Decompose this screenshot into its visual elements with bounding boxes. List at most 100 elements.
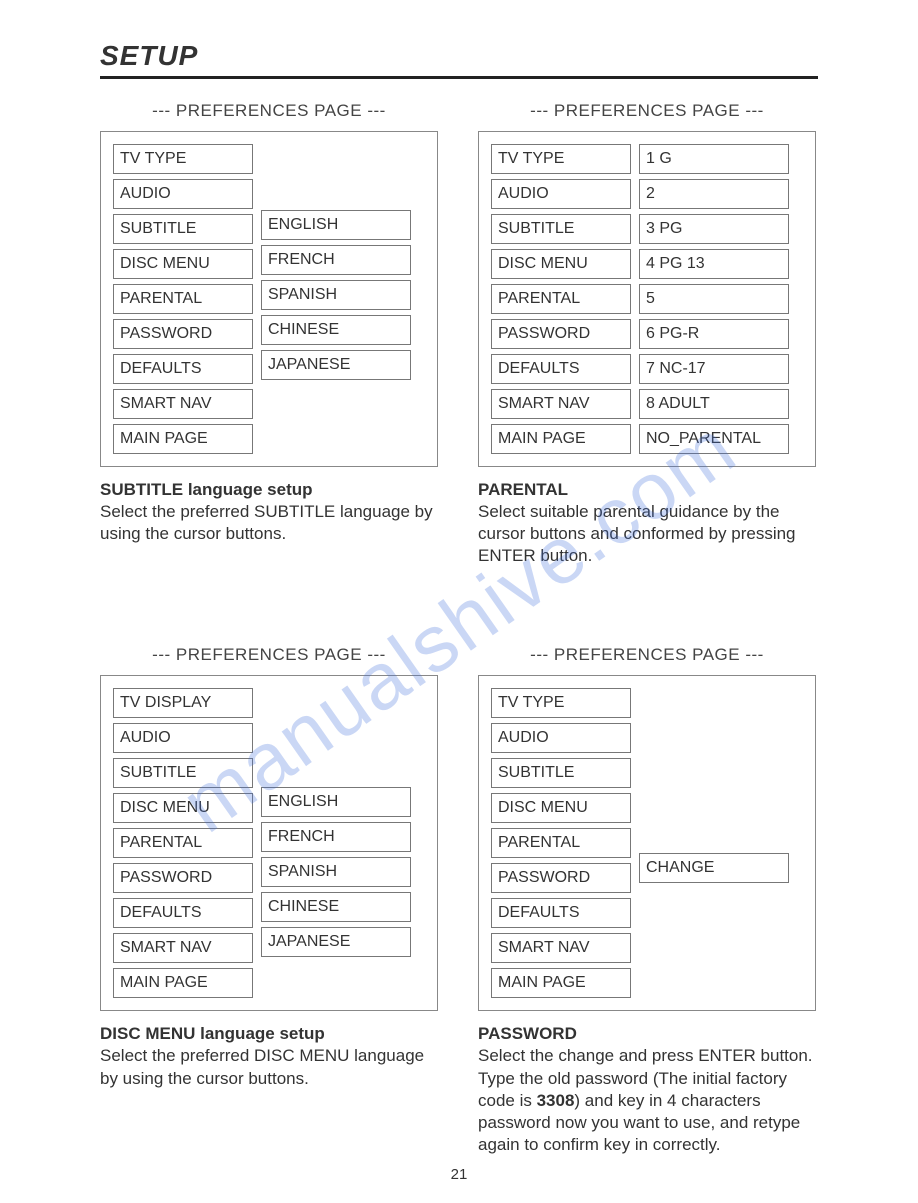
panel-heading: --- PREFERENCES PAGE --- xyxy=(100,645,438,665)
panel-block-parental: --- PREFERENCES PAGE --- TV TYPE AUDIO S… xyxy=(478,101,816,567)
menu-item: TV TYPE xyxy=(491,144,631,174)
panel-heading: --- PREFERENCES PAGE --- xyxy=(100,101,438,121)
menu-value: CHANGE xyxy=(639,853,789,883)
horizontal-rule xyxy=(100,76,818,79)
menu-value-empty xyxy=(261,418,411,446)
menu-value-empty xyxy=(261,721,411,749)
explain-heading: SUBTITLE language setup xyxy=(100,480,313,499)
menu-value-empty xyxy=(639,787,789,815)
menu-value: JAPANESE xyxy=(261,927,411,957)
menu-right-col: CHANGE xyxy=(639,688,789,998)
panel-block-subtitle: --- PREFERENCES PAGE --- TV TYPE AUDIO S… xyxy=(100,101,438,567)
menu-value: CHINESE xyxy=(261,892,411,922)
menu-item: DISC MENU xyxy=(113,249,253,279)
menu-panel: TV TYPE AUDIO SUBTITLE DISC MENU PARENTA… xyxy=(478,131,816,467)
menu-item: AUDIO xyxy=(113,179,253,209)
menu-value-empty xyxy=(639,688,789,716)
menu-value: JAPANESE xyxy=(261,350,411,380)
menu-item: TV DISPLAY xyxy=(113,688,253,718)
menu-value-empty xyxy=(261,754,411,782)
menu-value-empty xyxy=(639,754,789,782)
page-number: 21 xyxy=(100,1166,818,1183)
menu-value-empty xyxy=(261,144,411,172)
menu-item: DEFAULTS xyxy=(491,898,631,928)
menu-right-col: ENGLISH FRENCH SPANISH CHINESE JAPANESE xyxy=(261,144,411,454)
menu-value-empty xyxy=(639,954,789,982)
menu-value: 6 PG-R xyxy=(639,319,789,349)
menu-item: PARENTAL xyxy=(491,828,631,858)
menu-value-empty xyxy=(261,688,411,716)
menu-right-col: 1 G 2 3 PG 4 PG 13 5 6 PG-R 7 NC-17 8 AD… xyxy=(639,144,789,454)
menu-item: PARENTAL xyxy=(491,284,631,314)
menu-left-col: TV TYPE AUDIO SUBTITLE DISC MENU PARENTA… xyxy=(491,144,631,454)
menu-value: 5 xyxy=(639,284,789,314)
menu-right-col: ENGLISH FRENCH SPANISH CHINESE JAPANESE xyxy=(261,688,411,998)
content-grid: --- PREFERENCES PAGE --- TV TYPE AUDIO S… xyxy=(100,101,818,1156)
menu-item: SUBTITLE xyxy=(491,214,631,244)
menu-item: AUDIO xyxy=(491,179,631,209)
menu-value-empty xyxy=(261,385,411,413)
menu-item: DISC MENU xyxy=(113,793,253,823)
explain-password: PASSWORD Select the change and press ENT… xyxy=(478,1023,816,1156)
menu-value-empty xyxy=(261,177,411,205)
explain-heading: DISC MENU language setup xyxy=(100,1024,325,1043)
menu-item: TV TYPE xyxy=(491,688,631,718)
panel-heading: --- PREFERENCES PAGE --- xyxy=(478,101,816,121)
menu-left-col: TV DISPLAY AUDIO SUBTITLE DISC MENU PARE… xyxy=(113,688,253,998)
menu-value: 7 NC-17 xyxy=(639,354,789,384)
menu-value: ENGLISH xyxy=(261,787,411,817)
menu-item: SUBTITLE xyxy=(491,758,631,788)
menu-item: DISC MENU xyxy=(491,249,631,279)
section-gap xyxy=(100,591,818,621)
menu-value: SPANISH xyxy=(261,857,411,887)
menu-item: SMART NAV xyxy=(491,389,631,419)
menu-value-empty xyxy=(639,888,789,916)
manual-page: manualshive.com SETUP --- PREFERENCES PA… xyxy=(0,0,918,1203)
menu-item: MAIN PAGE xyxy=(491,424,631,454)
menu-value: FRENCH xyxy=(261,245,411,275)
menu-value: CHINESE xyxy=(261,315,411,345)
menu-item: DEFAULTS xyxy=(113,898,253,928)
menu-item: AUDIO xyxy=(491,723,631,753)
menu-item: DEFAULTS xyxy=(113,354,253,384)
menu-value-empty xyxy=(639,721,789,749)
menu-panel: TV TYPE AUDIO SUBTITLE DISC MENU PARENTA… xyxy=(478,675,816,1011)
menu-item: SUBTITLE xyxy=(113,758,253,788)
menu-value-empty xyxy=(261,962,411,990)
menu-left-col: TV TYPE AUDIO SUBTITLE DISC MENU PARENTA… xyxy=(491,688,631,998)
panel-block-password: --- PREFERENCES PAGE --- TV TYPE AUDIO S… xyxy=(478,645,816,1156)
menu-panel: TV TYPE AUDIO SUBTITLE DISC MENU PARENTA… xyxy=(100,131,438,467)
menu-panel: TV DISPLAY AUDIO SUBTITLE DISC MENU PARE… xyxy=(100,675,438,1011)
menu-value-empty xyxy=(639,820,789,848)
menu-item: PASSWORD xyxy=(113,319,253,349)
menu-value: FRENCH xyxy=(261,822,411,852)
explain-body: Select the preferred SUBTITLE language b… xyxy=(100,502,433,543)
menu-item: DEFAULTS xyxy=(491,354,631,384)
explain-discmenu: DISC MENU language setup Select the pref… xyxy=(100,1023,438,1089)
chapter-title: SETUP xyxy=(100,40,818,72)
panel-block-discmenu: --- PREFERENCES PAGE --- TV DISPLAY AUDI… xyxy=(100,645,438,1156)
menu-value: 3 PG xyxy=(639,214,789,244)
menu-value-empty xyxy=(639,921,789,949)
menu-value: 4 PG 13 xyxy=(639,249,789,279)
menu-item: MAIN PAGE xyxy=(491,968,631,998)
menu-item: TV TYPE xyxy=(113,144,253,174)
explain-heading: PASSWORD xyxy=(478,1024,577,1043)
menu-item: DISC MENU xyxy=(491,793,631,823)
explain-body: Select the preferred DISC MENU language … xyxy=(100,1046,424,1087)
explain-parental: PARENTAL Select suitable parental guidan… xyxy=(478,479,816,567)
menu-value: ENGLISH xyxy=(261,210,411,240)
menu-item: PASSWORD xyxy=(491,863,631,893)
menu-value: NO_PARENTAL xyxy=(639,424,789,454)
menu-value: 2 xyxy=(639,179,789,209)
menu-item: PARENTAL xyxy=(113,284,253,314)
menu-item: SMART NAV xyxy=(113,933,253,963)
menu-item: SMART NAV xyxy=(113,389,253,419)
menu-item: SMART NAV xyxy=(491,933,631,963)
menu-item: PASSWORD xyxy=(491,319,631,349)
factory-code: 3308 xyxy=(537,1091,575,1110)
menu-item: SUBTITLE xyxy=(113,214,253,244)
panel-heading: --- PREFERENCES PAGE --- xyxy=(478,645,816,665)
menu-item: MAIN PAGE xyxy=(113,968,253,998)
menu-item: MAIN PAGE xyxy=(113,424,253,454)
